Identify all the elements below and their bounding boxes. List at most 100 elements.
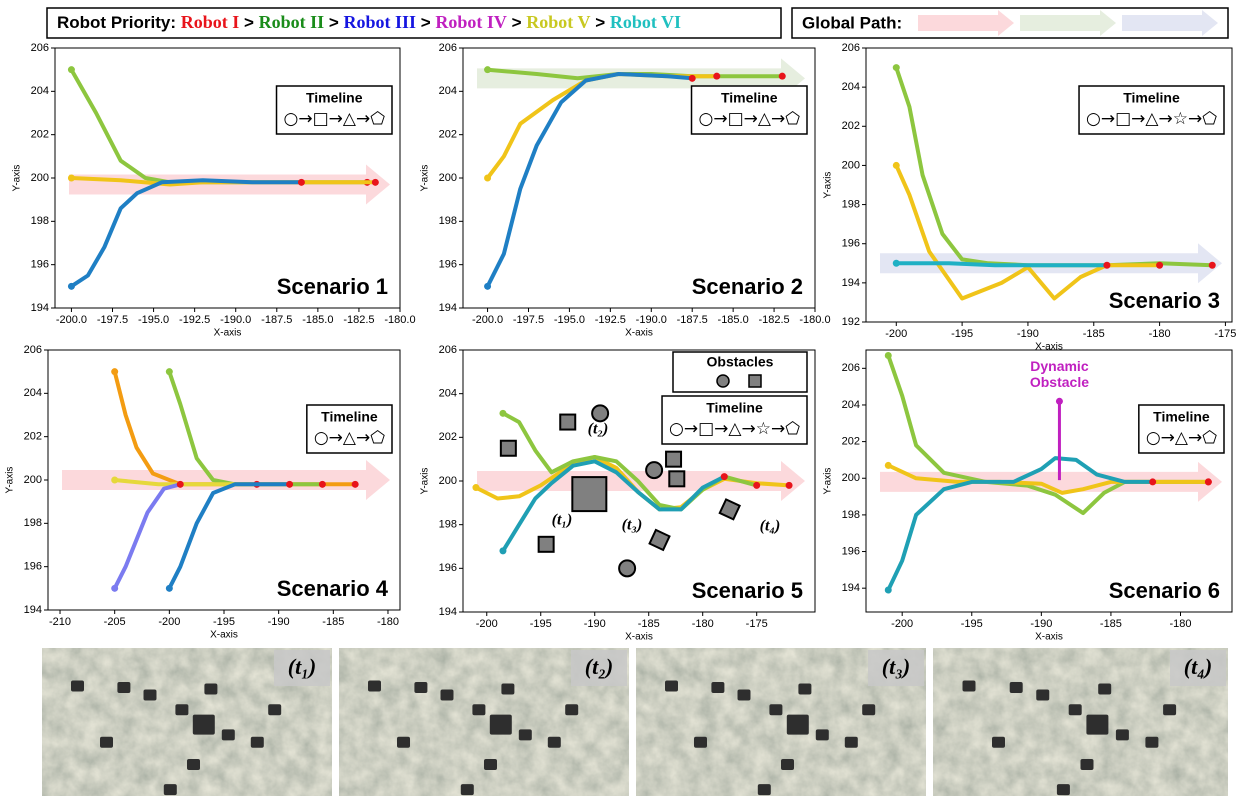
y-tick-label: 200 bbox=[842, 159, 860, 171]
x-tick-label: -185 bbox=[322, 616, 344, 628]
trajectory bbox=[169, 372, 322, 485]
x-tick-label: -180 bbox=[377, 616, 399, 628]
obstacle-block bbox=[1145, 737, 1158, 748]
obstacle-block bbox=[769, 704, 782, 715]
x-tick-label: -200 bbox=[158, 616, 180, 628]
dynamic-obstacle bbox=[1056, 398, 1063, 405]
obstacle-block bbox=[71, 681, 84, 692]
obstacle-legend-title: Obstacles bbox=[707, 354, 774, 370]
y-tick-label: 206 bbox=[24, 344, 42, 356]
priority-part: > bbox=[239, 13, 258, 32]
timeline-sequence: ○→□→△→⬠ bbox=[699, 109, 801, 129]
y-tick-label: 192 bbox=[842, 316, 860, 328]
snapshot-label: (t₄) bbox=[1184, 654, 1212, 679]
y-axis-label: Y-axis bbox=[823, 468, 834, 495]
snapshot-label: (t₁) bbox=[288, 654, 316, 679]
x-tick-label: -180 bbox=[1149, 328, 1171, 340]
y-axis-label: Y-axis bbox=[12, 165, 23, 192]
x-tick-label: -175 bbox=[746, 618, 768, 630]
y-tick-label: 202 bbox=[24, 431, 42, 443]
start-point bbox=[166, 368, 173, 375]
end-point bbox=[1156, 262, 1163, 269]
obstacle-block bbox=[816, 729, 829, 740]
start-point bbox=[68, 175, 75, 182]
x-axis-label: X-axis bbox=[1035, 632, 1063, 643]
end-point bbox=[779, 73, 786, 80]
y-tick-label: 206 bbox=[31, 42, 49, 54]
obstacle-block bbox=[461, 784, 474, 795]
x-tick-label: -185 bbox=[1083, 328, 1105, 340]
y-tick-label: 198 bbox=[24, 517, 42, 529]
timeline-sequence: ○→△→⬠ bbox=[1146, 428, 1217, 448]
start-point bbox=[499, 410, 506, 417]
y-tick-label: 194 bbox=[31, 302, 49, 314]
y-tick-label: 200 bbox=[31, 172, 49, 184]
end-point bbox=[753, 482, 760, 489]
obstacle-block bbox=[397, 737, 410, 748]
obstacle-block bbox=[501, 684, 514, 695]
x-tick-label: -185.0 bbox=[718, 314, 749, 326]
y-tick-label: 200 bbox=[842, 472, 860, 484]
start-point bbox=[885, 587, 892, 594]
x-tick-label: -180.0 bbox=[384, 314, 415, 326]
obstacle-legend-square bbox=[749, 375, 761, 387]
x-tick-label: -195.0 bbox=[138, 314, 169, 326]
timeline-title: Timeline bbox=[1153, 409, 1210, 425]
trajectory bbox=[169, 484, 289, 588]
time-label: (t₃) bbox=[622, 517, 643, 534]
y-tick-label: 198 bbox=[439, 215, 457, 227]
y-tick-label: 206 bbox=[842, 42, 860, 54]
y-tick-label: 194 bbox=[439, 302, 457, 314]
x-tick-label: -195 bbox=[213, 616, 235, 628]
x-axis-label: X-axis bbox=[210, 630, 238, 641]
snapshot-label: (t₂) bbox=[585, 654, 613, 679]
trajectory bbox=[896, 165, 1159, 298]
timeline-sequence: ○→□→△→⬠ bbox=[284, 109, 386, 129]
obstacle-legend-circle bbox=[717, 375, 729, 387]
y-tick-label: 202 bbox=[842, 436, 860, 448]
priority-part: Robot IV bbox=[435, 12, 507, 32]
timeline-title: Timeline bbox=[1123, 90, 1180, 106]
obstacle-block bbox=[1036, 689, 1049, 700]
x-tick-label: -187.5 bbox=[677, 314, 708, 326]
obstacle-block bbox=[472, 704, 485, 715]
obstacle-block bbox=[193, 715, 215, 735]
obstacle-block bbox=[565, 704, 578, 715]
obstacle-block bbox=[484, 759, 497, 770]
obstacle-square bbox=[720, 499, 740, 519]
obstacle-block bbox=[694, 737, 707, 748]
x-tick-label: -180 bbox=[1169, 618, 1191, 630]
y-tick-label: 204 bbox=[439, 388, 457, 400]
global-path-label: Global Path: bbox=[802, 13, 902, 32]
y-tick-label: 194 bbox=[842, 582, 860, 594]
y-tick-label: 196 bbox=[842, 238, 860, 250]
y-tick-label: 202 bbox=[842, 120, 860, 132]
y-tick-label: 198 bbox=[842, 198, 860, 210]
priority-part: Robot II bbox=[259, 12, 325, 32]
x-tick-label: -182.5 bbox=[343, 314, 374, 326]
trajectory bbox=[896, 263, 1107, 265]
start-point bbox=[166, 585, 173, 592]
obstacle-block bbox=[175, 704, 188, 715]
y-tick-label: 196 bbox=[842, 545, 860, 557]
priority-part: > bbox=[416, 13, 435, 32]
end-point bbox=[298, 179, 305, 186]
y-tick-label: 202 bbox=[439, 431, 457, 443]
end-point bbox=[786, 482, 793, 489]
start-point bbox=[111, 368, 118, 375]
scenario-label: Scenario 5 bbox=[692, 578, 803, 603]
trajectory bbox=[115, 484, 181, 588]
obstacle-square bbox=[560, 415, 575, 430]
y-tick-label: 204 bbox=[842, 399, 860, 411]
start-point bbox=[68, 283, 75, 290]
x-axis-label: X-axis bbox=[625, 632, 653, 643]
obstacle-block bbox=[1069, 704, 1082, 715]
y-axis-label: Y-axis bbox=[420, 468, 431, 495]
x-tick-label: -180.0 bbox=[799, 314, 830, 326]
y-tick-label: 198 bbox=[31, 215, 49, 227]
x-tick-label: -195 bbox=[961, 618, 983, 630]
x-tick-label: -180 bbox=[692, 618, 714, 630]
timeline-title: Timeline bbox=[321, 409, 378, 425]
obstacle-block bbox=[798, 684, 811, 695]
x-tick-label: -190.0 bbox=[636, 314, 667, 326]
